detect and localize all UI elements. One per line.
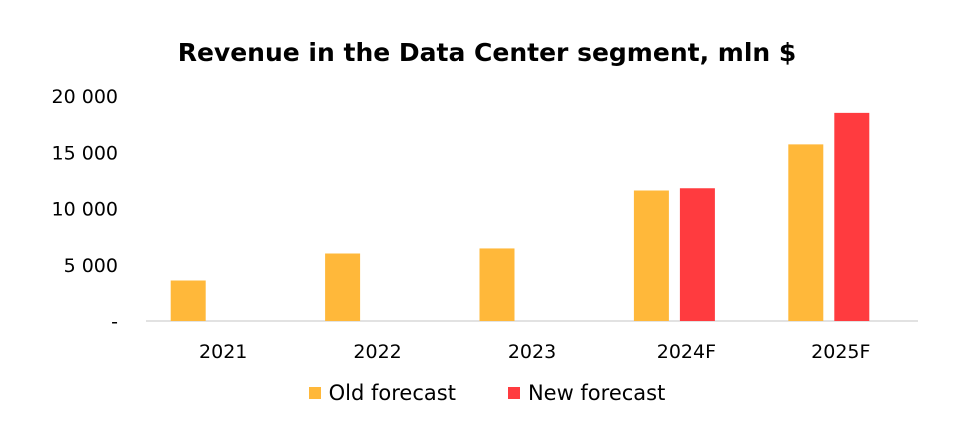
legend: Old forecast New forecast [0,381,974,405]
legend-label-new: New forecast [527,381,666,405]
bar-old-2024F [633,190,669,321]
legend-item-old: Old forecast [308,381,456,405]
bar-new-2024F [679,188,715,321]
y-tick-label: 10 000 [52,199,118,221]
x-tick-label: 2021 [199,341,247,363]
legend-item-new: New forecast [507,381,666,405]
chart-title: Revenue in the Data Center segment, mln … [177,38,797,67]
bar-old-2023 [479,248,515,321]
legend-label-old: Old forecast [328,381,456,405]
y-tick-label: - [111,311,118,333]
legend-swatch-old [308,387,321,399]
bar-old-2022 [325,253,361,321]
y-tick-label: 15 000 [52,142,118,164]
legend-swatch-new [507,387,520,399]
x-tick-label: 2022 [353,341,401,363]
bar-old-2025F [788,144,824,321]
y-tick-label: 5 000 [64,255,118,277]
bar-old-2021 [170,280,206,321]
x-tick-label: 2024F [657,341,716,363]
x-tick-label: 2023 [508,341,556,363]
y-tick-label: 20 000 [52,86,118,108]
bar-new-2025F [834,112,870,321]
x-tick-label: 2025F [811,341,870,363]
